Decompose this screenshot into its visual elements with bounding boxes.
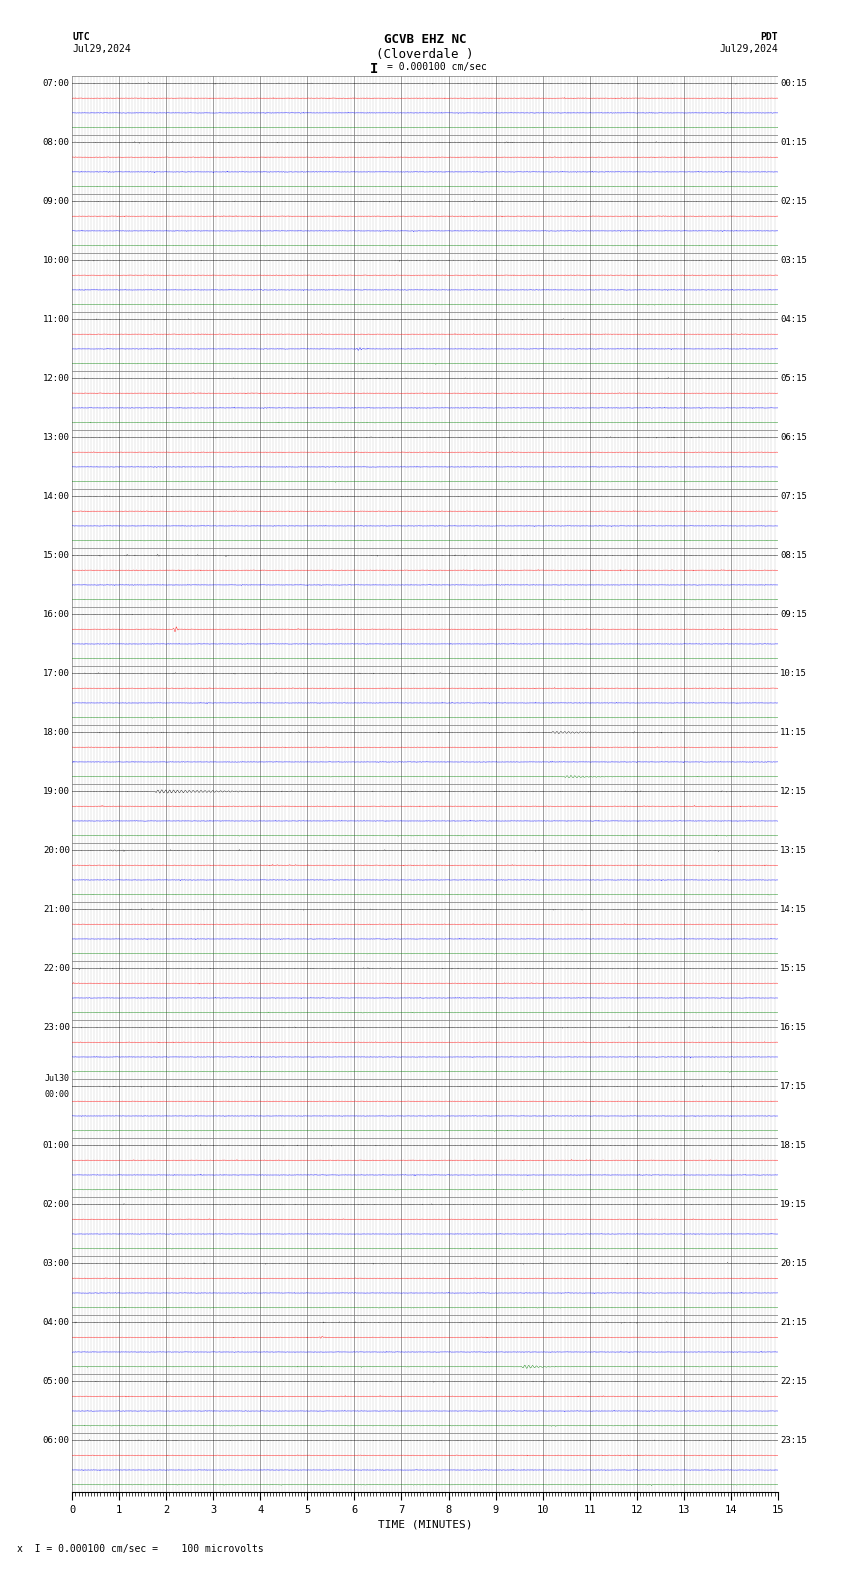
Text: 10:00: 10:00 xyxy=(42,257,70,265)
Text: 02:15: 02:15 xyxy=(780,196,808,206)
Text: 13:00: 13:00 xyxy=(42,432,70,442)
Text: 22:00: 22:00 xyxy=(42,965,70,973)
Text: (Cloverdale ): (Cloverdale ) xyxy=(377,48,473,60)
X-axis label: TIME (MINUTES): TIME (MINUTES) xyxy=(377,1519,473,1530)
Text: 15:15: 15:15 xyxy=(780,965,808,973)
Text: 07:00: 07:00 xyxy=(42,79,70,87)
Text: 03:15: 03:15 xyxy=(780,257,808,265)
Text: 12:15: 12:15 xyxy=(780,787,808,795)
Text: 12:00: 12:00 xyxy=(42,374,70,383)
Text: I: I xyxy=(370,62,378,76)
Text: 03:00: 03:00 xyxy=(42,1259,70,1267)
Text: Jul29,2024: Jul29,2024 xyxy=(72,44,131,54)
Text: 00:00: 00:00 xyxy=(45,1090,70,1099)
Text: 17:15: 17:15 xyxy=(780,1082,808,1091)
Text: 14:15: 14:15 xyxy=(780,904,808,914)
Text: 05:15: 05:15 xyxy=(780,374,808,383)
Text: 04:00: 04:00 xyxy=(42,1318,70,1327)
Text: 23:15: 23:15 xyxy=(780,1437,808,1445)
Text: 06:00: 06:00 xyxy=(42,1437,70,1445)
Text: Jul30: Jul30 xyxy=(45,1074,70,1083)
Text: 17:00: 17:00 xyxy=(42,668,70,678)
Text: 10:15: 10:15 xyxy=(780,668,808,678)
Text: 18:00: 18:00 xyxy=(42,729,70,737)
Text: 16:15: 16:15 xyxy=(780,1023,808,1031)
Text: UTC: UTC xyxy=(72,32,90,41)
Text: 20:15: 20:15 xyxy=(780,1259,808,1267)
Text: 23:00: 23:00 xyxy=(42,1023,70,1031)
Text: 21:00: 21:00 xyxy=(42,904,70,914)
Text: 00:15: 00:15 xyxy=(780,79,808,87)
Text: 15:00: 15:00 xyxy=(42,551,70,559)
Text: 13:15: 13:15 xyxy=(780,846,808,855)
Text: 01:00: 01:00 xyxy=(42,1140,70,1150)
Text: 19:00: 19:00 xyxy=(42,787,70,795)
Text: 09:00: 09:00 xyxy=(42,196,70,206)
Text: 08:15: 08:15 xyxy=(780,551,808,559)
Text: 11:15: 11:15 xyxy=(780,729,808,737)
Text: = 0.000100 cm/sec: = 0.000100 cm/sec xyxy=(387,62,486,71)
Text: 07:15: 07:15 xyxy=(780,493,808,501)
Text: 16:00: 16:00 xyxy=(42,610,70,619)
Text: GCVB EHZ NC: GCVB EHZ NC xyxy=(383,33,467,46)
Text: 02:00: 02:00 xyxy=(42,1201,70,1209)
Text: 11:00: 11:00 xyxy=(42,315,70,323)
Text: 06:15: 06:15 xyxy=(780,432,808,442)
Text: 04:15: 04:15 xyxy=(780,315,808,323)
Text: 20:00: 20:00 xyxy=(42,846,70,855)
Text: x  I = 0.000100 cm/sec =    100 microvolts: x I = 0.000100 cm/sec = 100 microvolts xyxy=(17,1544,264,1554)
Text: 08:00: 08:00 xyxy=(42,138,70,147)
Text: 22:15: 22:15 xyxy=(780,1376,808,1386)
Text: 01:15: 01:15 xyxy=(780,138,808,147)
Text: 14:00: 14:00 xyxy=(42,493,70,501)
Text: 09:15: 09:15 xyxy=(780,610,808,619)
Text: PDT: PDT xyxy=(760,32,778,41)
Text: 05:00: 05:00 xyxy=(42,1376,70,1386)
Text: Jul29,2024: Jul29,2024 xyxy=(719,44,778,54)
Text: 18:15: 18:15 xyxy=(780,1140,808,1150)
Text: 19:15: 19:15 xyxy=(780,1201,808,1209)
Text: 21:15: 21:15 xyxy=(780,1318,808,1327)
